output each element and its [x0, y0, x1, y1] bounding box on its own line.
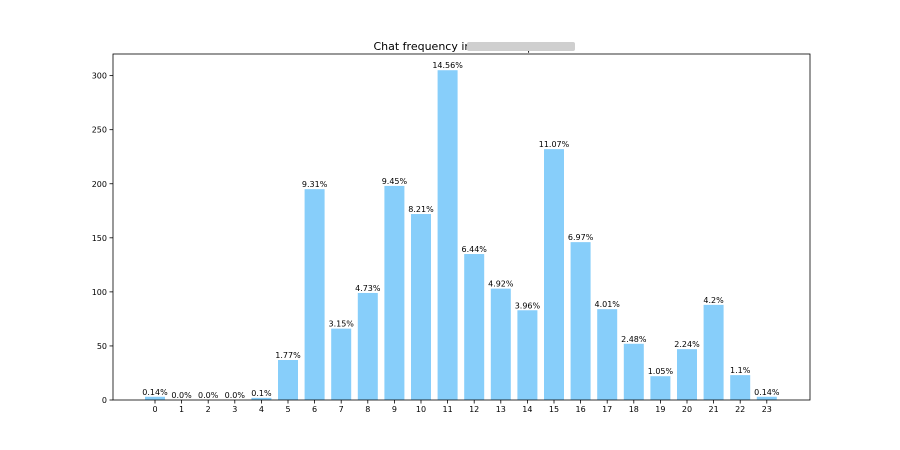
- data-label-hour-10: 8.21%: [408, 205, 434, 214]
- bar-hour-16: [570, 242, 591, 400]
- data-label-hour-2: 0.0%: [198, 391, 219, 400]
- data-label-hour-1: 0.0%: [171, 391, 192, 400]
- bar-hour-8: [357, 292, 378, 400]
- y-tick-label-50: 50: [97, 342, 107, 351]
- x-tick-label-19: 19: [655, 405, 665, 414]
- y-tick-label-250: 250: [92, 126, 107, 135]
- y-tick-label-0: 0: [102, 396, 107, 405]
- data-label-hour-12: 6.44%: [461, 245, 487, 254]
- data-label-hour-11: 14.56%: [432, 61, 463, 70]
- x-tick-label-1: 1: [179, 405, 184, 414]
- x-axis: 0 1 2 3 4 5 6 7 8 9 10 11 12 13 14 15 16 17 18 19 20 21 22 23: [152, 400, 772, 414]
- x-tick-label-7: 7: [339, 405, 344, 414]
- bar-hour-18: [623, 343, 644, 400]
- x-tick-label-0: 0: [152, 405, 157, 414]
- data-label-hour-8: 4.73%: [355, 284, 381, 293]
- data-label-hour-9: 9.45%: [382, 177, 408, 186]
- bar-hour-10: [411, 214, 431, 400]
- y-tick-label-100: 100: [92, 288, 107, 297]
- x-tick-label-6: 6: [312, 405, 317, 414]
- bar-hour-19: [650, 376, 671, 400]
- x-tick-label-3: 3: [232, 405, 237, 414]
- data-label-hour-23: 0.14%: [754, 388, 780, 397]
- data-label-hour-17: 4.01%: [594, 300, 620, 309]
- bar-hour-14: [517, 310, 538, 400]
- y-tick-label-150: 150: [92, 234, 107, 243]
- y-tick-label-200: 200: [92, 180, 107, 189]
- x-tick-label-13: 13: [496, 405, 506, 414]
- bar-hour-17: [597, 309, 618, 400]
- data-label-hour-19: 1.05%: [648, 367, 674, 376]
- y-tick-label-300: 300: [92, 72, 107, 81]
- data-label-hour-4: 0.1%: [251, 389, 272, 398]
- bar-hour-0: [145, 396, 165, 400]
- x-tick-label-5: 5: [285, 405, 290, 414]
- x-tick-label-15: 15: [549, 405, 559, 414]
- x-tick-label-11: 11: [443, 405, 453, 414]
- x-tick-label-20: 20: [682, 405, 692, 414]
- bar-hour-20: [677, 349, 697, 400]
- data-label-hour-3: 0.0%: [225, 391, 246, 400]
- bar-hour-23: [756, 396, 777, 400]
- bar-hour-9: [384, 185, 405, 400]
- x-tick-label-8: 8: [365, 405, 370, 414]
- data-label-hour-13: 4.92%: [488, 280, 514, 289]
- data-label-hour-20: 2.24%: [674, 340, 700, 349]
- bar-hour-4: [251, 397, 272, 400]
- data-label-hour-6: 9.31%: [302, 180, 328, 189]
- data-label-hour-7: 3.15%: [328, 320, 354, 329]
- x-tick-label-9: 9: [392, 405, 397, 414]
- data-labels-layer: 0.14% 0.0% 0.0% 0.0% 0.1%1.77%9.31%3.15%4.73…: [142, 61, 780, 400]
- data-label-hour-22: 1.1%: [730, 366, 751, 375]
- x-tick-label-16: 16: [576, 405, 586, 414]
- bar-hour-21: [703, 304, 724, 400]
- bar-hour-12: [464, 254, 485, 400]
- plot-frame: [112, 53, 811, 401]
- x-tick-label-10: 10: [416, 405, 426, 414]
- x-tick-label-21: 21: [709, 405, 719, 414]
- x-tick-label-23: 23: [762, 405, 772, 414]
- data-label-hour-5: 1.77%: [275, 351, 301, 360]
- bar-hour-13: [490, 288, 511, 400]
- x-tick-label-22: 22: [735, 405, 745, 414]
- bar-hour-22: [730, 375, 751, 400]
- x-tick-label-17: 17: [602, 405, 612, 414]
- bar-hour-11: [437, 70, 458, 400]
- x-tick-label-18: 18: [629, 405, 639, 414]
- bar-hour-7: [331, 328, 352, 400]
- y-axis: 0 50 100 150 200 250 300: [92, 72, 113, 405]
- bars-layer: [145, 70, 777, 400]
- x-tick-label-4: 4: [259, 405, 264, 414]
- data-label-hour-21: 4.2%: [703, 296, 724, 305]
- x-tick-label-14: 14: [522, 405, 532, 414]
- data-label-hour-14: 3.96%: [515, 301, 541, 310]
- x-tick-label-2: 2: [206, 405, 211, 414]
- x-tick-label-12: 12: [469, 405, 479, 414]
- bar-hour-15: [544, 149, 564, 400]
- data-label-hour-0: 0.14%: [142, 388, 168, 397]
- redacted-name-block: [467, 42, 575, 51]
- bar-hour-5: [278, 359, 298, 400]
- data-label-hour-15: 11.07%: [539, 140, 570, 149]
- data-label-hour-16: 6.97%: [568, 233, 594, 242]
- bar-hour-6: [304, 189, 325, 400]
- data-label-hour-18: 2.48%: [621, 335, 647, 344]
